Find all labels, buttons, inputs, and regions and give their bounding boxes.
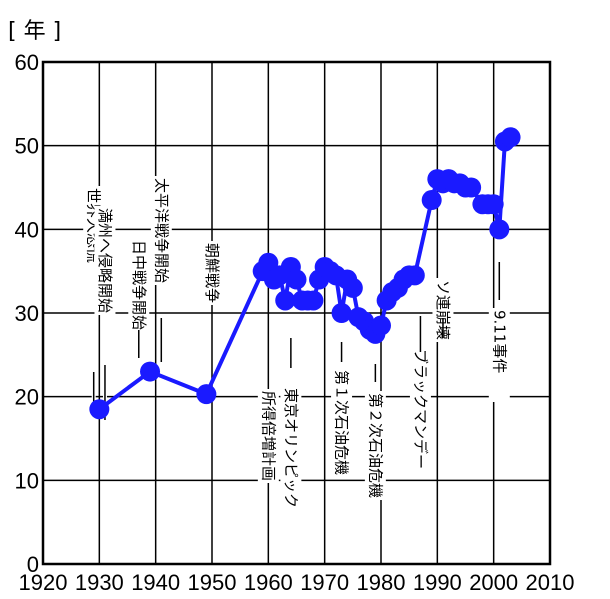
event-annotation: 第１次石油危機: [331, 342, 353, 477]
y-tick-label: 10: [15, 468, 39, 493]
event-annotation: 9.11事件: [488, 262, 510, 402]
data-point: [331, 303, 352, 323]
data-point: [89, 399, 110, 420]
data-point: [461, 177, 482, 198]
event-label: 日中戦争開始: [130, 240, 148, 330]
event-label: ブラックマンデー: [411, 349, 429, 469]
event-annotation: ブラックマンデー: [409, 316, 431, 471]
event-label: 第２次石油危機: [366, 393, 384, 498]
y-axis-ticks: 0 10 20 30 40 50 60: [15, 50, 39, 577]
data-point: [500, 127, 521, 148]
data-point: [371, 315, 391, 336]
y-tick-label: 30: [15, 301, 39, 326]
event-label: 朝鮮戦争: [203, 243, 221, 303]
x-tick-label: 1960: [244, 570, 293, 595]
x-axis-ticks: 1920 1930 1940 1950 1960 1970 1980 1990 2000 2010: [19, 570, 575, 595]
data-point: [275, 290, 296, 311]
event-label: 所得倍増計画: [259, 391, 277, 481]
y-tick-label: 60: [15, 50, 39, 75]
event-label: ソ連崩壊: [434, 280, 452, 340]
x-tick-label: 2000: [469, 570, 518, 595]
y-axis-unit-label: [ 年 ]: [8, 19, 61, 44]
data-point: [483, 194, 504, 215]
event-annotation: 東京オリンピック: [280, 338, 302, 510]
data-point: [342, 277, 363, 298]
event-label: 満州へ侵略開始: [96, 208, 114, 313]
x-tick-label: 1980: [357, 570, 406, 595]
event-label: 第１次石油危機: [333, 370, 351, 475]
event-annotation: 満州へ侵略開始: [94, 206, 116, 420]
event-annotation: ソ連崩壊: [432, 278, 454, 342]
event-annotation: 太平洋戦争開始: [150, 176, 172, 362]
y-tick-label: 20: [15, 385, 39, 410]
x-tick-label: 1970: [300, 570, 349, 595]
data-point: [196, 384, 217, 405]
plot-frame: [41, 60, 552, 566]
x-tick-label: 2010: [526, 570, 575, 595]
data-point: [303, 290, 324, 311]
x-tick-label: 1940: [131, 570, 180, 595]
data-point: [286, 269, 307, 290]
event-label: 東京オリンピック: [282, 388, 300, 508]
x-tick-label: 1950: [188, 570, 237, 595]
event-annotation: 所得倍増計画: [257, 389, 279, 525]
x-tick-label: 1920: [19, 570, 68, 595]
data-series: [89, 127, 521, 420]
data-point: [421, 190, 442, 211]
data-point: [489, 219, 510, 240]
event-annotation: 朝鮮戦争: [201, 241, 223, 342]
y-tick-label: 0: [27, 552, 39, 577]
y-tick-label: 50: [15, 134, 39, 159]
data-point: [140, 361, 161, 382]
grid: [43, 62, 550, 564]
data-point: [404, 265, 425, 286]
event-annotation: 第２次石油危機: [364, 364, 386, 500]
x-tick-label: 1990: [413, 570, 462, 595]
event-label: 太平洋戦争開始: [152, 178, 170, 283]
event-annotation: 日中戦争開始: [128, 238, 150, 358]
y-tick-label: 40: [15, 217, 39, 242]
event-label: 9.11事件: [490, 310, 508, 373]
x-tick-label: 1930: [75, 570, 124, 595]
